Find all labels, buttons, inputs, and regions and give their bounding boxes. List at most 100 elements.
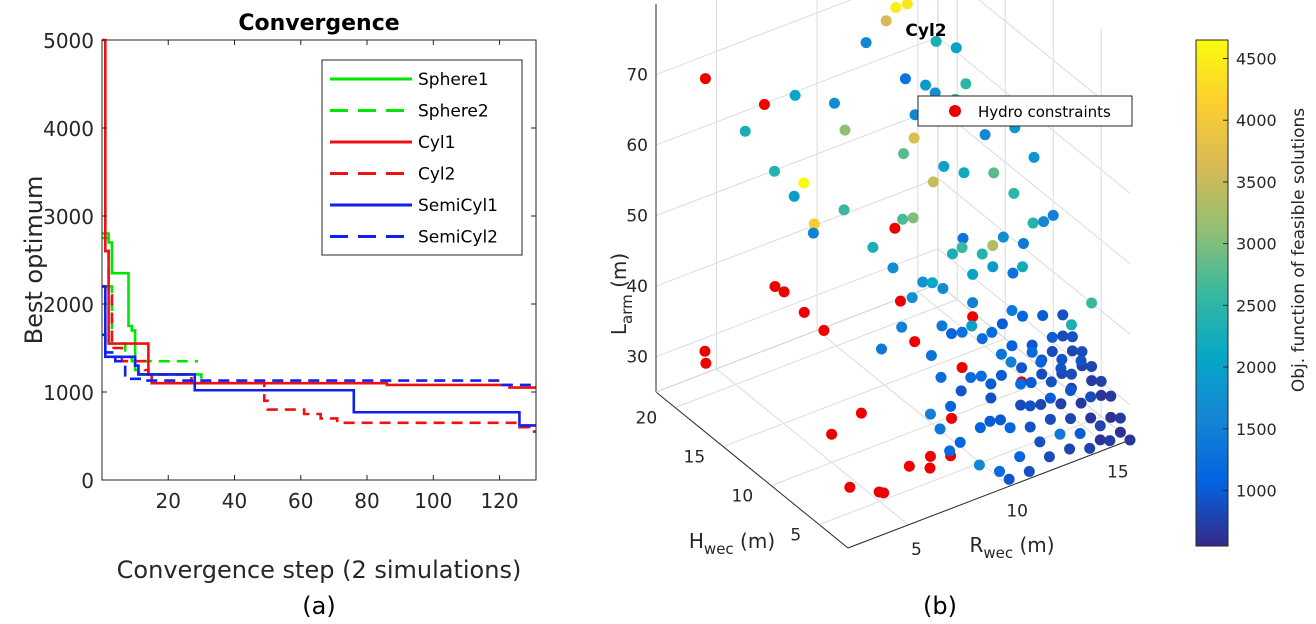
constraint-point — [873, 486, 885, 498]
y-tick-label: 10 — [732, 487, 754, 507]
feasible-point — [1034, 436, 1046, 448]
feasible-point — [967, 268, 979, 280]
convergence-chart: 20 40 60 80 100 120 0 1000 2000 3000 4000 5000 Conv… — [20, 11, 537, 620]
feasible-point — [1055, 398, 1067, 410]
feasible-point — [1043, 451, 1055, 463]
grid-line — [655, 107, 939, 217]
feasible-point — [808, 218, 820, 230]
scatter3d-legend-label: Hydro constraints — [978, 103, 1111, 121]
feasible-point — [1044, 413, 1056, 425]
x-axis-line — [847, 439, 1131, 549]
colorbar-tick-label: 2500 — [1236, 296, 1277, 315]
y-tick-label: 0 — [81, 469, 94, 493]
feasible-point — [1024, 421, 1036, 433]
feasible-point — [1085, 391, 1097, 403]
feasible-point — [995, 348, 1007, 360]
x-tick-label: 40 — [222, 489, 247, 513]
y-tick-label: 3000 — [43, 205, 94, 229]
feasible-point — [930, 35, 942, 47]
feasible-point — [739, 125, 751, 137]
constraint-point — [924, 462, 936, 474]
feasible-point — [1065, 384, 1077, 396]
constraint-point — [956, 362, 968, 374]
constraint-point — [909, 336, 921, 348]
feasible-point — [1028, 151, 1040, 163]
feasible-point — [938, 160, 950, 172]
feasible-point — [1015, 378, 1027, 390]
convergence-legend-items: Sphere1 Sphere2 Cyl1 Cyl2 SemiCyl1 SemiCyl2 — [330, 70, 498, 248]
feasible-point — [976, 248, 988, 260]
colorbar: 1000 1500 2000 2500 3000 3500 4000 4500 Obj. fu… — [1195, 39, 1309, 547]
feasible-point — [1046, 331, 1058, 343]
convergence-series-group — [102, 38, 536, 433]
feasible-point — [967, 297, 979, 309]
constraint-point — [758, 99, 770, 111]
feasible-point — [1066, 345, 1078, 357]
feasible-point — [1007, 267, 1019, 279]
feasible-point — [1026, 346, 1038, 358]
scatter3d-ylabel: Hwec (m) — [689, 529, 775, 558]
colorbar-tick-label: 3500 — [1236, 173, 1277, 192]
feasible-point — [897, 213, 909, 225]
feasible-point — [979, 129, 991, 141]
scatter3d-points-group — [699, 0, 1136, 499]
colorbar-tick-label: 2000 — [1236, 358, 1277, 377]
grid-line — [655, 177, 939, 287]
feasible-point — [1025, 377, 1037, 389]
feasible-point — [1104, 435, 1116, 447]
constraint-point — [844, 481, 856, 493]
feasible-point — [1017, 310, 1029, 322]
feasible-point — [1003, 473, 1015, 485]
convergence-xlabel: Convergence step (2 simulations) — [117, 556, 522, 584]
convergence-axes-box — [101, 39, 537, 481]
feasible-point — [1085, 412, 1097, 424]
feasible-point — [1017, 261, 1029, 273]
feasible-point — [924, 408, 936, 420]
feasible-point — [899, 73, 911, 85]
series-line-semicyl1 — [102, 285, 536, 427]
feasible-point — [1046, 346, 1058, 358]
feasible-point — [976, 333, 988, 345]
feasible-point — [936, 320, 948, 332]
grid-line — [937, 107, 1131, 265]
feasible-point — [988, 167, 1000, 179]
colorbar-gradient — [1195, 39, 1229, 547]
feasible-point — [987, 240, 999, 252]
feasible-point — [1016, 362, 1028, 374]
constraint-point — [699, 345, 711, 357]
y-tick-label: 4000 — [43, 117, 94, 141]
panel-label-b: (b) — [923, 592, 957, 620]
colorbar-tick-label: 1000 — [1236, 481, 1277, 500]
constraint-point — [699, 73, 711, 85]
constraint-point — [700, 357, 712, 369]
constraint-point — [924, 450, 936, 462]
constraint-point — [855, 407, 867, 419]
grid-line — [819, 416, 1102, 526]
y-axis-line — [655, 391, 849, 549]
feasible-point — [937, 282, 949, 294]
colorbar-tick-label: 1500 — [1236, 420, 1277, 439]
feasible-point — [1015, 399, 1027, 411]
feasible-point — [994, 465, 1006, 477]
scatter3d-ticks-group: 5 10 15 5 10 15 20 30 40 50 60 70 — [626, 66, 1128, 560]
constraint-point — [826, 428, 838, 440]
constraint-point — [903, 460, 915, 472]
feasible-point — [798, 177, 810, 189]
feasible-point — [956, 242, 968, 254]
x-tick-label: 120 — [480, 489, 518, 513]
scatter3d-legend-marker — [949, 105, 961, 117]
side-floor-edge — [937, 283, 1131, 441]
feasible-point — [1023, 466, 1035, 478]
feasible-point — [995, 369, 1007, 381]
feasible-point — [958, 167, 970, 179]
feasible-point — [1095, 375, 1107, 387]
constraint-point — [778, 286, 790, 298]
feasible-point — [1094, 420, 1106, 432]
y-tick-label: 15 — [684, 448, 706, 468]
feasible-point — [1084, 442, 1096, 454]
constraint-point — [946, 412, 958, 424]
feasible-point — [1035, 398, 1047, 410]
feasible-point — [898, 148, 910, 160]
panel-label-a: (a) — [302, 592, 335, 620]
feasible-point — [1065, 368, 1077, 380]
